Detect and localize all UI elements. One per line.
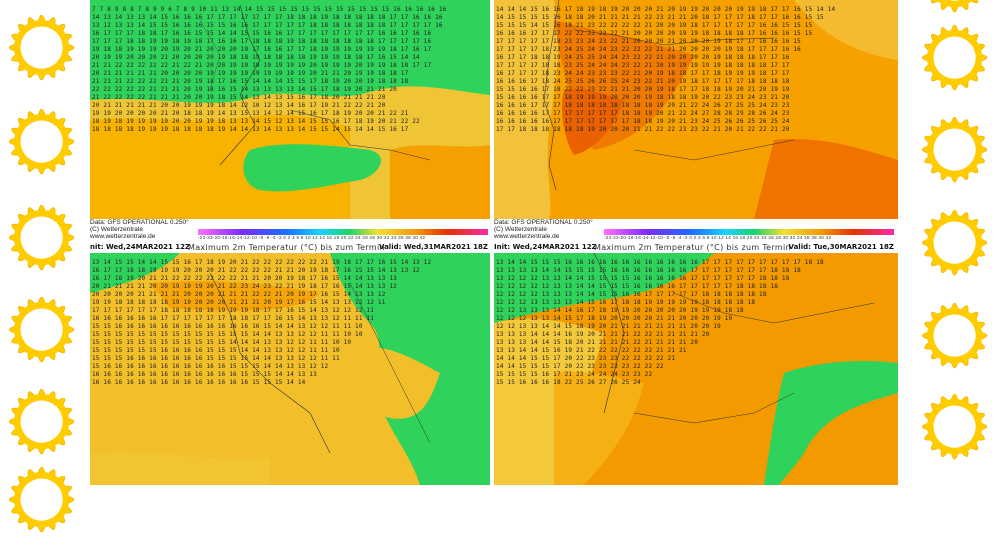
map-title: Maximum 2m Temperatur (°C) bis zum Termi… [188,243,385,252]
map-title: Maximum 2m Temperatur (°C) bis zum Termi… [594,243,791,252]
copyright-label: (C) Wetterzentrale [90,226,143,233]
sun-icon [9,297,75,363]
sun-icon [922,25,988,91]
temperature-values-top-left: 7 7 8 9 8 8 7 8 9 9 6 7 8 9 10 11 13 14 … [92,6,447,133]
temperature-values-top-right: 14 14 14 15 16 16 17 18 19 18 19 20 20 2… [496,6,836,133]
valid-time: Valid: Wed,31MAR2021 18Z [379,243,488,251]
sun-icon [931,0,979,13]
sun-icon [9,15,75,81]
valid-time: Valid: Tue,30MAR2021 18Z [788,243,894,251]
sun-icon [922,303,988,369]
map-panel-bottom-right: 13 14 14 15 15 15 16 16 16 16 16 16 16 1… [494,253,898,485]
sun-icon [922,394,988,460]
temperature-field-top-right [494,0,898,219]
sun-icon [9,109,75,175]
map-panel-bottom-left: 13 14 15 15 14 14 15 15 16 17 18 19 20 2… [90,253,490,485]
sun-column-right [910,0,1000,485]
sun-column-left [0,0,90,533]
color-scale-bar-left [198,229,488,235]
header-bottom-left: nit: Wed,24MAR2021 12Z Maximum 2m Temper… [90,243,490,252]
temperature-values-bottom-right: 13 14 14 15 15 15 16 16 16 16 16 16 16 1… [496,259,824,386]
color-scale-ticks-right: -24-23-20-18-16-14-12-10 -8 -6 -4 -2 0 2… [604,235,832,240]
sun-icon [9,205,75,271]
temperature-field-bottom-right [494,253,898,485]
temperature-values-bottom-left: 13 14 15 15 14 14 15 15 16 17 18 19 20 2… [92,259,432,386]
color-scale-bar-right [604,229,894,235]
sun-icon [9,389,75,455]
data-source-label: Data: GFS OPERATIONAL 0.250° [90,219,189,226]
map-panel-top-right: 14 14 14 15 16 16 17 18 19 18 19 20 20 2… [494,0,898,219]
data-source-label: Data: GFS OPERATIONAL 0.250° [494,219,593,226]
temperature-field-bottom-left [90,253,490,485]
init-time: nit: Wed,24MAR2021 12Z [90,243,191,251]
map-panel-top-left: 7 7 8 9 8 8 7 8 9 9 6 7 8 9 10 11 13 14 … [90,0,490,219]
init-time: Init: Wed,24MAR2021 12Z [494,243,597,251]
sun-icon [9,467,75,533]
website-label: www.wetterzentrale.de [494,233,560,240]
website-label: www.wetterzentrale.de [90,233,156,240]
color-scale-ticks-left: -24-23-20-18-16-14-12-10 -8 -6 -4 -2 0 2… [198,235,426,240]
sun-icon [922,117,988,183]
copyright-label: (C) Wetterzentrale [494,226,547,233]
header-bottom-right: Init: Wed,24MAR2021 12Z Maximum 2m Tempe… [494,243,898,252]
temperature-field-top-left [90,0,490,219]
sun-icon [922,210,988,276]
credit-strip-left: Data: GFS OPERATIONAL 0.250° (C) Wetterz… [90,219,490,241]
credit-strip-right: Data: GFS OPERATIONAL 0.250° (C) Wetterz… [494,219,898,241]
